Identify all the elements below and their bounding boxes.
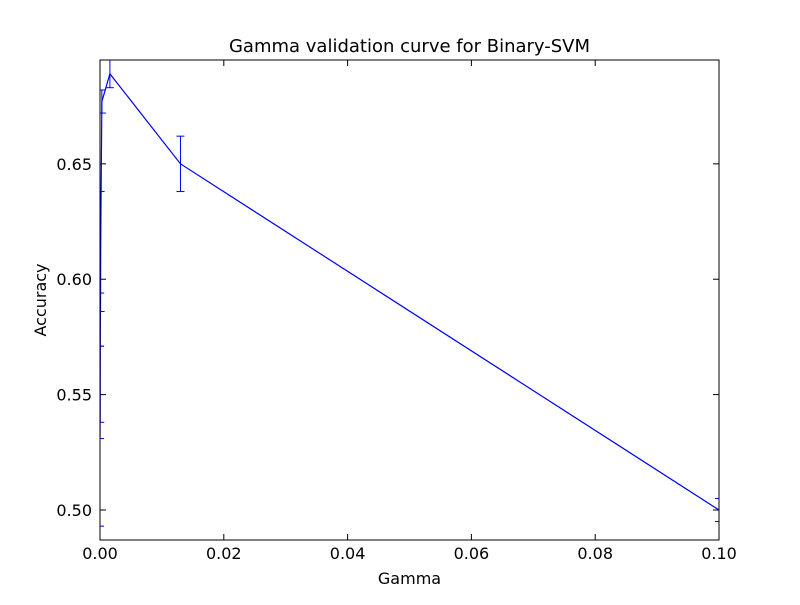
plot-frame	[99, 59, 720, 541]
x-tick-label: 0.08	[577, 544, 613, 563]
x-tick-label: 0.00	[82, 544, 118, 563]
y-tick-label: 0.50	[56, 501, 92, 520]
data-layer	[100, 60, 719, 527]
x-tick-label: 0.04	[330, 544, 366, 563]
y-axis-label: Accuracy	[31, 263, 50, 336]
x-axis-label: Gamma	[378, 569, 441, 588]
x-tick-label: 0.02	[206, 544, 242, 563]
x-tick-label: 0.06	[454, 544, 490, 563]
x-tick-label: 0.10	[701, 544, 737, 563]
y-tick-label: 0.60	[56, 270, 92, 289]
series-group	[100, 60, 719, 527]
y-tick-label: 0.65	[56, 155, 92, 174]
y-tick-label: 0.55	[56, 386, 92, 405]
chart-title: Gamma validation curve for Binary-SVM	[229, 36, 590, 57]
series-line	[100, 72, 719, 511]
axis-ticks: 0.00 0.02 0.04 0.06 0.08 0.10 0.50 0.55 0.60 0.65	[56, 60, 737, 563]
